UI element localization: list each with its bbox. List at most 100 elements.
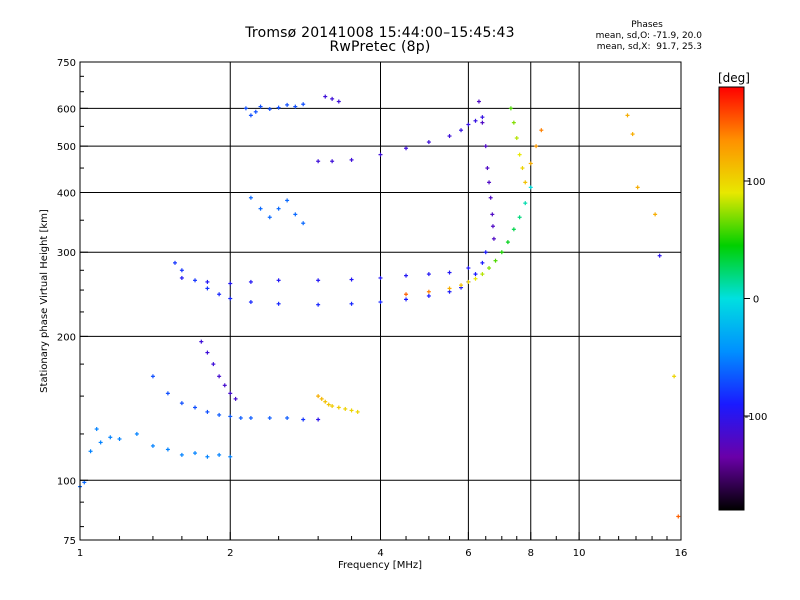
data-point: [336, 405, 341, 410]
data-point: [323, 94, 328, 99]
data-point: [378, 275, 383, 280]
y-tick-label: 300: [57, 248, 76, 259]
data-point: [228, 281, 233, 286]
data-point: [473, 276, 478, 281]
data-point: [316, 159, 321, 164]
data-point: [480, 115, 485, 120]
data-point: [466, 266, 471, 271]
phase-statistics-x-mode: mean, sd,X: 91.7, 25.3: [596, 42, 702, 52]
grid-lines: [80, 62, 681, 540]
data-point: [487, 180, 492, 185]
data-point: [193, 278, 198, 283]
data-point: [404, 297, 409, 302]
data-point: [301, 102, 306, 107]
data-point: [426, 140, 431, 145]
data-point: [511, 120, 516, 125]
colorbar-tick-label: 100: [746, 177, 765, 188]
data-point: [276, 105, 281, 110]
data-point: [205, 454, 210, 459]
data-point: [301, 417, 306, 422]
data-point: [179, 401, 184, 406]
colorbar-gradient: [718, 86, 745, 511]
data-point: [316, 278, 321, 283]
data-point: [150, 374, 155, 379]
data-point: [676, 514, 681, 519]
data-point: [316, 302, 321, 307]
y-tick-label: 750: [57, 58, 76, 69]
data-point: [483, 144, 488, 149]
data-point: [447, 286, 452, 291]
data-point: [217, 374, 222, 379]
data-point: [447, 270, 452, 275]
data-point: [233, 396, 238, 401]
data-point: [267, 215, 272, 220]
data-point: [179, 275, 184, 280]
data-point: [82, 480, 87, 485]
data-point: [253, 109, 258, 114]
data-point: [378, 152, 383, 157]
data-point: [193, 451, 198, 456]
x-tick-label: 2: [227, 548, 233, 559]
y-axis-ticks: 75 100 200 300 400 500 600 750: [57, 58, 88, 547]
data-point: [285, 102, 290, 107]
data-point: [248, 279, 253, 284]
data-point: [473, 118, 478, 123]
data-point: [193, 405, 198, 410]
data-point: [316, 394, 321, 399]
data-point: [293, 212, 298, 217]
data-point: [211, 362, 216, 367]
data-point: [378, 300, 383, 305]
data-point: [285, 415, 290, 420]
data-point: [179, 268, 184, 273]
data-point: [653, 212, 658, 217]
data-point: [205, 409, 210, 414]
data-point: [323, 399, 328, 404]
data-point: [343, 406, 348, 411]
data-point: [499, 250, 504, 255]
data-point: [205, 350, 210, 355]
data-point: [172, 260, 177, 265]
x-axis-label: Frequency [MHz]: [338, 560, 422, 571]
data-point: [316, 417, 321, 422]
phase-statistics-o-mode: mean, sd,O: -71.9, 20.0: [595, 31, 702, 41]
colorbar-ticks: 100 0 -100: [744, 177, 767, 423]
data-point: [491, 236, 496, 241]
data-point: [228, 454, 233, 459]
y-tick-label: 100: [57, 476, 76, 487]
data-point: [517, 152, 522, 157]
data-point: [330, 96, 335, 101]
data-point: [165, 391, 170, 396]
phase-statistics-header: Phases: [631, 20, 663, 30]
data-point: [490, 224, 495, 229]
data-point: [630, 132, 635, 137]
data-point: [88, 449, 93, 454]
y-tick-label: 75: [63, 536, 76, 547]
data-point: [349, 277, 354, 282]
data-point: [480, 260, 485, 265]
data-point: [517, 215, 522, 220]
data-point: [258, 206, 263, 211]
data-point: [355, 409, 360, 414]
data-point: [134, 431, 139, 436]
x-tick-label: 8: [528, 548, 534, 559]
chart-title-line2: RwPretec (8p): [329, 39, 431, 55]
data-points: [78, 94, 681, 519]
data-point: [217, 412, 222, 417]
data-point: [508, 106, 513, 111]
data-point: [117, 436, 122, 441]
x-tick-label: 16: [675, 548, 688, 559]
phase-statistics: Phases mean, sd,O: -71.9, 20.0 mean, sd,…: [592, 20, 702, 53]
data-point: [267, 415, 272, 420]
data-point: [625, 113, 630, 118]
data-point: [108, 435, 113, 440]
data-point: [404, 292, 409, 297]
data-point: [483, 250, 488, 255]
data-point: [528, 185, 533, 190]
y-axis-label: Stationary phase Virtual Height [km]: [39, 209, 50, 393]
data-point: [528, 161, 533, 166]
data-point: [276, 301, 281, 306]
colorbar-tick-label: -100: [745, 412, 768, 423]
x-tick-label: 4: [377, 548, 383, 559]
data-point: [493, 258, 498, 263]
